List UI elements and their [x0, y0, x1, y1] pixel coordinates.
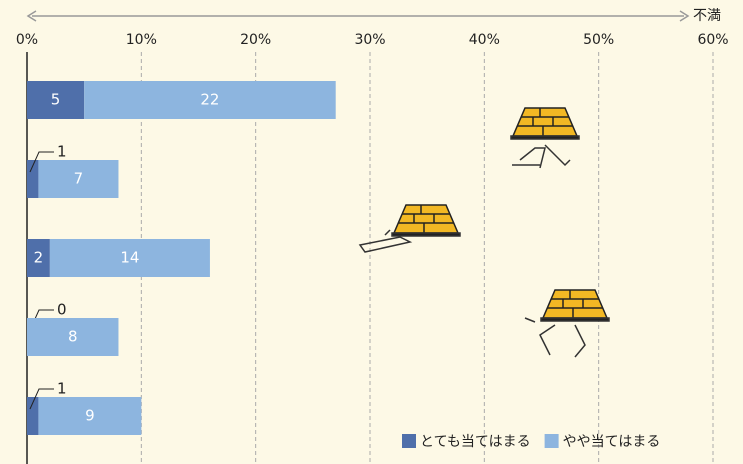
x-tick-label: 40%: [469, 32, 500, 48]
axis-label: 不満: [693, 8, 721, 24]
data-label: 8: [68, 328, 78, 346]
data-label: 22: [200, 91, 219, 109]
legend-label: やや当てはまる: [563, 434, 661, 450]
x-tick-label: 30%: [354, 32, 385, 48]
legend-label: とても当てはまる: [420, 434, 531, 450]
legend-swatch: [545, 434, 559, 448]
x-tick-label: 50%: [583, 32, 614, 48]
data-label: 14: [120, 249, 139, 267]
data-label: 0: [57, 301, 67, 319]
data-label: 5: [51, 91, 61, 109]
data-label: 1: [57, 380, 67, 398]
data-label: 2: [34, 249, 44, 267]
data-label: 7: [74, 170, 84, 188]
x-tick-label: 0%: [16, 32, 38, 48]
x-tick-label: 60%: [697, 32, 728, 48]
legend-swatch: [402, 434, 416, 448]
data-label: 9: [85, 407, 95, 425]
x-tick-label: 20%: [240, 32, 271, 48]
x-tick-label: 10%: [126, 32, 157, 48]
data-label: 1: [57, 143, 67, 161]
chart: 不満0%10%20%30%40%50%60%522172140819とても当ては…: [0, 0, 743, 464]
